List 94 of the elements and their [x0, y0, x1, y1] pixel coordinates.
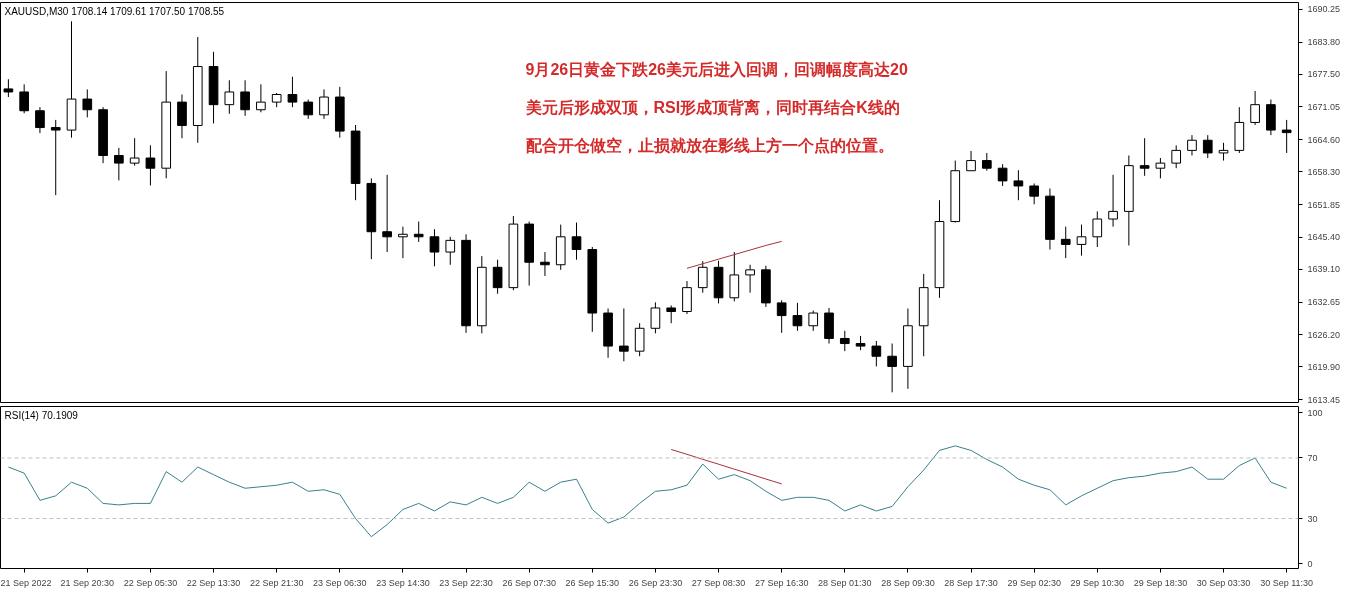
line-series	[686, 240, 783, 269]
x-tick-label: 23 Sep 06:30	[313, 577, 367, 588]
candlestick	[303, 99, 314, 120]
candlestick	[398, 226, 408, 259]
candlestick	[792, 302, 803, 332]
x-tick-label: 27 Sep 08:30	[691, 577, 746, 588]
x-tick-label: 30 Sep 03:30	[1196, 577, 1251, 588]
candlestick	[35, 106, 45, 134]
candlestick	[1108, 174, 1118, 228]
y-tick-label: 1645.40	[1307, 232, 1341, 243]
candlestick	[871, 340, 882, 367]
chart-title: RSI(14) 70.1909	[4, 409, 79, 421]
y-tick-label: 1651.85	[1307, 199, 1341, 210]
x-tick-label: 23 Sep 14:30	[376, 577, 430, 588]
candlestick	[19, 83, 30, 114]
candlestick	[1171, 144, 1182, 169]
y-tick-label: 1639.10	[1307, 264, 1341, 275]
x-tick-label: 26 Sep 15:30	[565, 577, 620, 588]
x-tick-label: 26 Sep 23:30	[628, 577, 683, 588]
candlestick	[776, 299, 787, 334]
candlestick	[129, 137, 140, 167]
x-tick-label: 29 Sep 10:30	[1070, 577, 1125, 588]
candlestick	[1139, 137, 1150, 177]
y-tick-label: 1658.30	[1307, 166, 1341, 177]
y-tick-label: 1626.20	[1307, 329, 1341, 340]
candlestick	[1155, 157, 1166, 179]
x-tick-label: 21 Sep 2022	[0, 577, 52, 588]
candlestick	[114, 147, 124, 181]
line-series	[7, 445, 1288, 538]
line-series	[670, 449, 783, 485]
y-tick-label: 1664.60	[1307, 134, 1341, 145]
candlestick	[429, 228, 440, 267]
candlestick	[492, 259, 503, 295]
candlestick	[808, 310, 819, 332]
candlestick	[540, 251, 550, 277]
x-tick-label: 26 Sep 07:30	[502, 577, 556, 588]
x-tick-label: 27 Sep 16:30	[754, 577, 809, 588]
y-tick-label: 100	[1307, 407, 1323, 418]
y-tick-label: 1613.45	[1307, 394, 1341, 405]
candlestick	[240, 79, 250, 117]
candlestick	[745, 264, 755, 294]
y-tick-label: 1677.50	[1307, 69, 1341, 80]
x-tick-label: 22 Sep 05:30	[123, 577, 178, 588]
x-tick-label: 28 Sep 09:30	[881, 577, 935, 588]
x-tick-label: 30 Sep 11:30	[1260, 577, 1314, 588]
candlestick	[634, 322, 645, 357]
candlestick	[287, 76, 298, 108]
candlestick	[1281, 119, 1292, 154]
candlestick	[966, 150, 976, 172]
y-tick-label: 1619.90	[1307, 361, 1341, 372]
x-tick-label: 29 Sep 18:30	[1133, 577, 1188, 588]
candlestick	[682, 280, 692, 315]
candlestick	[1076, 224, 1087, 257]
candlestick	[382, 174, 392, 253]
candlestick	[697, 260, 708, 294]
text: 9月26日黄金下跌26美元后进入回调，回调幅度高达20美元后形成双顶，RSI形成顶背离，同时再结合K线的配合开仓做空，止损就放在影线上方一个点的位置。	[525, 60, 908, 154]
candlestick	[1029, 182, 1040, 205]
candlestick	[319, 88, 329, 120]
candlestick	[445, 236, 456, 266]
candlestick	[650, 301, 661, 334]
x-tick-label: 22 Sep 21:30	[249, 577, 304, 588]
candlestick	[1187, 134, 1197, 156]
candlestick	[224, 79, 235, 115]
x-tick-label: 22 Sep 13:30	[186, 577, 241, 588]
y-tick-label: 30	[1307, 513, 1318, 524]
y-tick-label: 0	[1307, 558, 1313, 569]
candlestick	[256, 83, 266, 113]
candlestick	[1060, 226, 1071, 259]
candlestick	[887, 343, 897, 393]
chart-title: XAUUSD,M30 1708.14 1709.61 1707.50 1708.55	[4, 5, 225, 17]
y-tick-label: 1671.05	[1307, 101, 1341, 112]
x-tick-label: 28 Sep 17:30	[944, 577, 998, 588]
y-tick-label: 70	[1307, 452, 1318, 463]
candlestick	[619, 307, 629, 362]
x-tick-label: 29 Sep 02:30	[1007, 577, 1061, 588]
x-tick-label: 23 Sep 22:30	[439, 577, 493, 588]
candlestick	[729, 251, 740, 302]
x-tick-label: 28 Sep 01:30	[818, 577, 872, 588]
candlestick	[1013, 169, 1024, 201]
candlestick	[1092, 210, 1103, 248]
candlestick	[177, 93, 187, 139]
candlestick	[82, 88, 93, 118]
candlestick	[997, 163, 1008, 187]
candlestick	[50, 119, 61, 196]
candlestick	[413, 221, 424, 243]
candlestick	[839, 330, 850, 352]
x-tick-label: 21 Sep 20:30	[60, 577, 115, 588]
candlestick	[1250, 90, 1260, 126]
candlestick	[571, 222, 582, 261]
y-tick-label: 1632.65	[1307, 297, 1341, 308]
y-tick-label: 1683.80	[1307, 37, 1341, 48]
candlestick	[145, 144, 156, 186]
y-tick-label: 1690.25	[1307, 4, 1341, 15]
candlestick	[1202, 134, 1213, 159]
